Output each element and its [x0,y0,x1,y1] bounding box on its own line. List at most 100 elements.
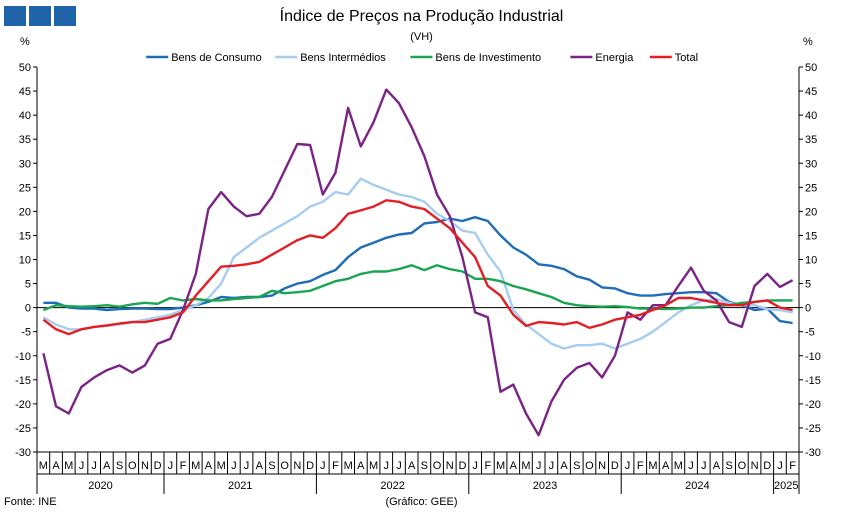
left-y-tick-label: 10 [19,255,31,267]
right-y-tick-label: -30 [805,447,821,459]
right-y-tick-label: 35 [805,134,817,146]
month-label: J [396,460,402,472]
right-y-tick-label: 10 [805,255,817,267]
month-label: F [180,460,187,472]
month-label: A [560,460,568,472]
chart-title: Índice de Preços na Produção Industrial [279,8,564,25]
month-label: M [369,460,378,472]
month-label: N [141,460,149,472]
left-y-tick-label: 5 [25,279,31,291]
month-label: N [751,460,759,472]
month-label: S [268,460,275,472]
month-label: J [79,460,85,472]
month-label: O [585,460,594,472]
logo-block-1 [4,6,26,26]
month-label: S [421,460,428,472]
left-y-tick-label: 20 [19,206,31,218]
month-label: M [39,460,48,472]
month-label: A [662,460,670,472]
month-label: S [116,460,123,472]
month-label: J [536,460,542,472]
month-label: A [52,460,60,472]
legend-item: Bens de Consumo [146,52,262,64]
month-label: M [344,460,353,472]
month-label: N [598,460,606,472]
left-y-tick-label: -15 [15,375,31,387]
month-label: D [611,460,619,472]
series-line-bens-intermédios [42,177,793,350]
left-y-tick-label: 50 [19,62,31,74]
year-label: 2020 [88,480,112,492]
month-label: M [64,460,73,472]
month-label: A [408,460,416,472]
chart-credit: (Gráfico: GEE) [385,496,458,508]
legend-item: Total [649,52,698,64]
left-y-tick-label: -20 [15,399,31,411]
year-label: 2023 [533,480,557,492]
right-y-tick-label: 40 [805,110,817,122]
month-label: F [484,460,491,472]
left-y-tick-label: 0 [25,303,31,315]
legend-label: Bens de Investimento [435,52,541,64]
month-label: J [701,460,707,472]
right-y-tick-label: 20 [805,206,817,218]
left-y-tick-label: 25 [19,182,31,194]
month-label: S [573,460,580,472]
month-label: M [191,460,200,472]
month-label: A [256,460,264,472]
month-label: A [713,460,721,472]
month-label: J [91,460,97,472]
month-label: J [231,460,237,472]
left-y-tick-label: 30 [19,158,31,170]
month-label: M [217,460,226,472]
series-line-total [42,199,793,336]
left-y-tick-label: 15 [19,230,31,242]
month-label: M [674,460,683,472]
year-label: 2024 [685,480,709,492]
legend-item: Bens Intermédios [275,52,386,64]
left-y-tick-label: 45 [19,86,31,98]
month-label: J [244,460,250,472]
series-line-bens-de-consumo [43,215,793,325]
month-label: S [725,460,732,472]
left-y-tick-label: -10 [15,351,31,363]
right-axis-unit: % [803,36,813,48]
month-label: J [625,460,631,472]
logo-block-3 [54,6,76,26]
month-label: O [280,460,289,472]
right-y-tick-label: 0 [805,303,811,315]
right-y-tick-label: 50 [805,62,817,74]
chart-subtitle: (VH) [410,31,433,43]
month-label: O [128,460,137,472]
month-label: D [763,460,771,472]
legend-item: Bens de Investimento [410,52,541,64]
right-y-tick-label: 45 [805,86,817,98]
right-y-tick-label: 5 [805,279,811,291]
month-label: M [648,460,657,472]
logo-block-2 [29,6,51,26]
right-y-tick-label: -15 [805,375,821,387]
right-y-tick-label: 25 [805,182,817,194]
left-y-tick-label: 35 [19,134,31,146]
month-label: N [293,460,301,472]
chart-axes: -30 -30 -25 -25 -20 -20 -15 -15 -10 -10 -5 -5 0 0 5 5 10… [15,62,821,494]
legend-label: Energia [595,52,634,64]
year-label: 2022 [380,480,404,492]
series-line-bens-de-investimento [42,264,793,312]
month-label: M [496,460,505,472]
month-label: J [549,460,555,472]
month-label: J [320,460,326,472]
ine-logo-blocks-icon [4,6,76,26]
year-label: 2025 [774,480,798,492]
month-label: O [738,460,747,472]
chart-legend: Bens de Consumo Bens Intermédios Bens de I… [146,52,698,64]
right-y-tick-label: -25 [805,423,821,435]
month-label: D [306,460,314,472]
left-y-tick-label: -25 [15,423,31,435]
legend-item: Energia [570,52,634,64]
legend-label: Bens Intermédios [300,52,386,64]
legend-label: Bens de Consumo [171,52,262,64]
left-y-tick-label: -5 [21,327,31,339]
right-y-tick-label: -20 [805,399,821,411]
